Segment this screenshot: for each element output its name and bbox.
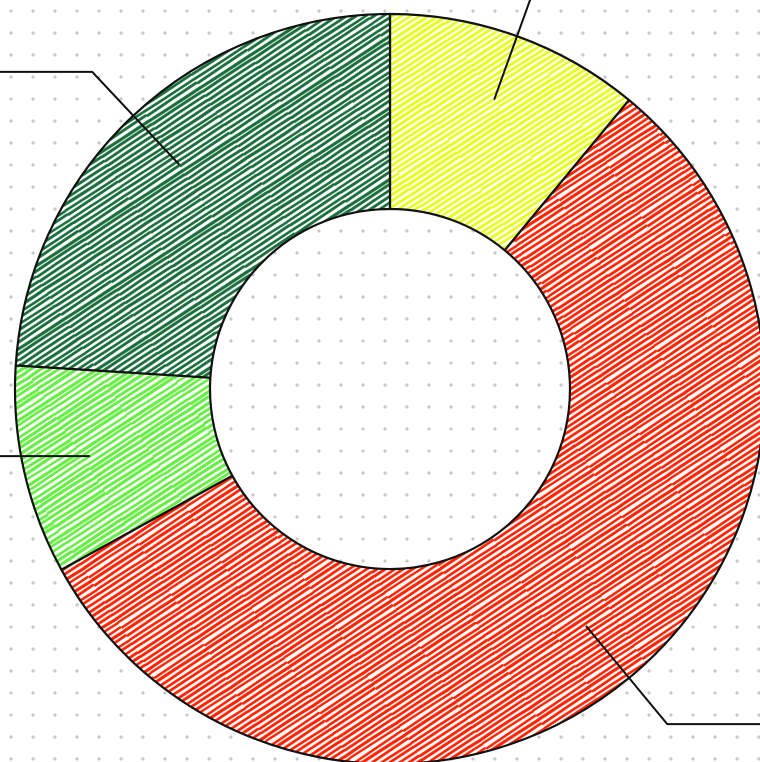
leader-line-1: [585, 625, 760, 726]
leader-line-0: [493, 0, 532, 101]
slice-1: [60, 98, 760, 762]
slice-3: [14, 12, 392, 379]
leader-lines-layer: [0, 0, 760, 726]
slices-layer: [13, 12, 760, 762]
slice-0: [388, 12, 631, 252]
leader-line-3: [0, 70, 181, 166]
